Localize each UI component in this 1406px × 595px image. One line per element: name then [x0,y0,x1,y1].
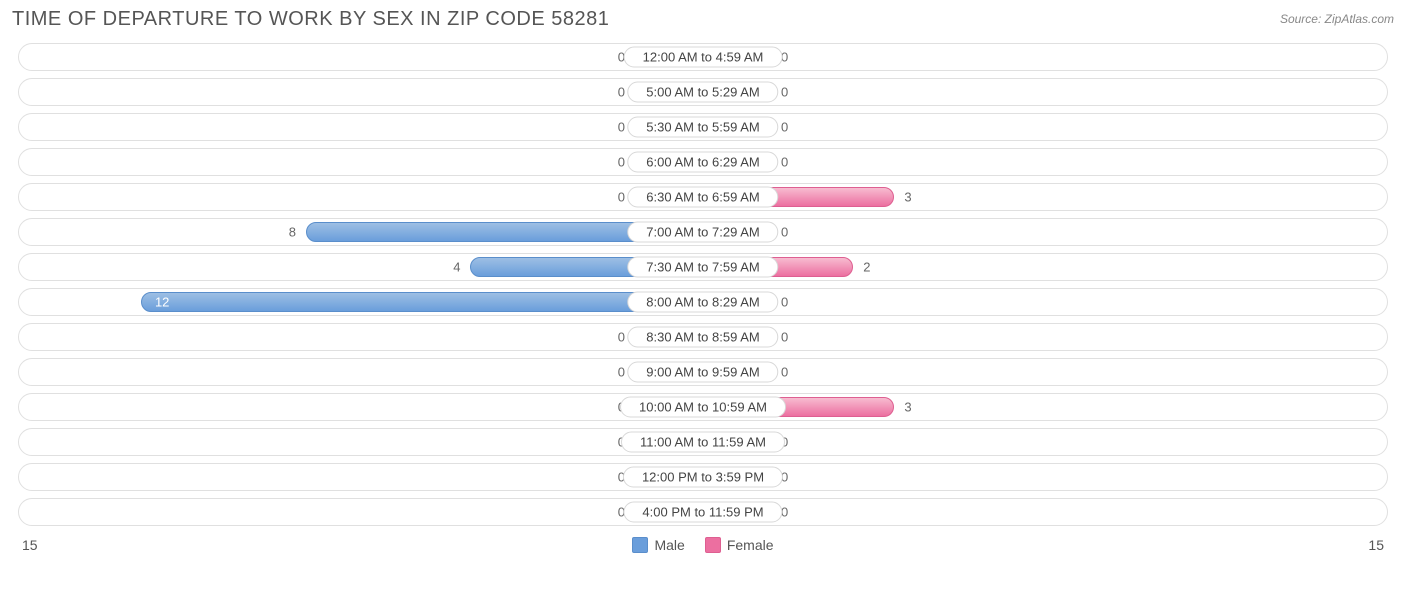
female-value: 0 [781,365,788,380]
category-label: 8:30 AM to 8:59 AM [627,327,778,348]
male-value: 0 [618,155,625,170]
chart-area: 0012:00 AM to 4:59 AM005:00 AM to 5:29 A… [12,43,1394,526]
chart-row: 0 05:00 AM to 5:29 AM [18,78,1388,106]
female-value: 0 [781,225,788,240]
category-label: 12:00 AM to 4:59 AM [624,47,783,68]
category-label: 9:00 AM to 9:59 AM [627,362,778,383]
female-value: 0 [781,120,788,135]
chart-footer: 15 Male Female 15 [12,533,1394,561]
chart-row: 0012:00 AM to 4:59 AM [18,43,1388,71]
legend-male: Male [632,537,684,553]
chart-row: 0 05:30 AM to 5:59 AM [18,113,1388,141]
chart-row: 0011:00 AM to 11:59 AM [18,428,1388,456]
male-value: 0 [618,365,625,380]
female-value: 0 [781,155,788,170]
female-value: 0 [781,330,788,345]
chart-row: 12 08:00 AM to 8:29 AM [18,288,1388,316]
chart-row: 0012:00 PM to 3:59 PM [18,463,1388,491]
male-value: 0 [618,330,625,345]
legend-female-label: Female [727,537,774,553]
legend: Male Female [632,537,773,553]
category-label: 6:00 AM to 6:29 AM [627,152,778,173]
female-value: 3 [904,400,911,415]
category-label: 10:00 AM to 10:59 AM [620,397,786,418]
axis-max-left: 15 [22,537,38,553]
male-value: 8 [289,225,296,240]
category-label: 5:00 AM to 5:29 AM [627,82,778,103]
chart-row: 4 2 7:30 AM to 7:59 AM [18,253,1388,281]
header: TIME OF DEPARTURE TO WORK BY SEX IN ZIP … [12,8,1394,31]
category-label: 7:30 AM to 7:59 AM [627,257,778,278]
male-value: 4 [453,260,460,275]
chart-title: TIME OF DEPARTURE TO WORK BY SEX IN ZIP … [12,8,609,31]
male-swatch-icon [632,537,648,553]
male-bar [141,292,703,312]
source-label: Source: ZipAtlas.com [1280,8,1394,26]
female-swatch-icon [705,537,721,553]
chart-row: 0 08:30 AM to 8:59 AM [18,323,1388,351]
category-label: 5:30 AM to 5:59 AM [627,117,778,138]
chart-row: 0310:00 AM to 10:59 AM [18,393,1388,421]
male-value: 0 [618,85,625,100]
female-value: 0 [781,295,788,310]
chart-row: 0 06:00 AM to 6:29 AM [18,148,1388,176]
female-value: 3 [904,190,911,205]
female-value: 2 [863,260,870,275]
category-label: 7:00 AM to 7:29 AM [627,222,778,243]
male-value: 0 [618,120,625,135]
chart-row: 0 09:00 AM to 9:59 AM [18,358,1388,386]
category-label: 4:00 PM to 11:59 PM [623,502,782,523]
axis-max-right: 15 [1368,537,1384,553]
category-label: 11:00 AM to 11:59 AM [621,432,785,453]
male-value: 12 [155,295,169,310]
female-value: 0 [781,85,788,100]
chart-row: 004:00 PM to 11:59 PM [18,498,1388,526]
category-label: 6:30 AM to 6:59 AM [627,187,778,208]
category-label: 8:00 AM to 8:29 AM [627,292,778,313]
legend-male-label: Male [654,537,684,553]
category-label: 12:00 PM to 3:59 PM [623,467,783,488]
male-value: 0 [618,190,625,205]
chart-row: 0 3 6:30 AM to 6:59 AM [18,183,1388,211]
chart-row: 8 07:00 AM to 7:29 AM [18,218,1388,246]
legend-female: Female [705,537,774,553]
chart-container: TIME OF DEPARTURE TO WORK BY SEX IN ZIP … [0,0,1406,561]
